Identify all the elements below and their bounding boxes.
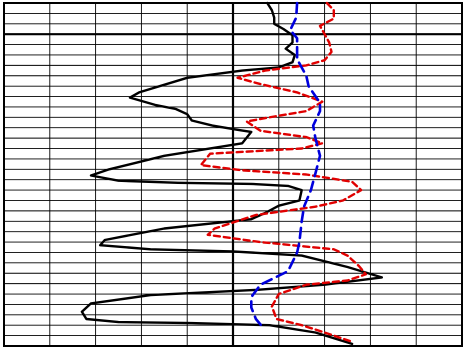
gridlines [4,3,462,346]
red-dashed-curve [199,1,367,343]
series-group [80,1,383,346]
black-solid-curve [80,1,383,346]
blue-dashed-curve [250,1,322,329]
